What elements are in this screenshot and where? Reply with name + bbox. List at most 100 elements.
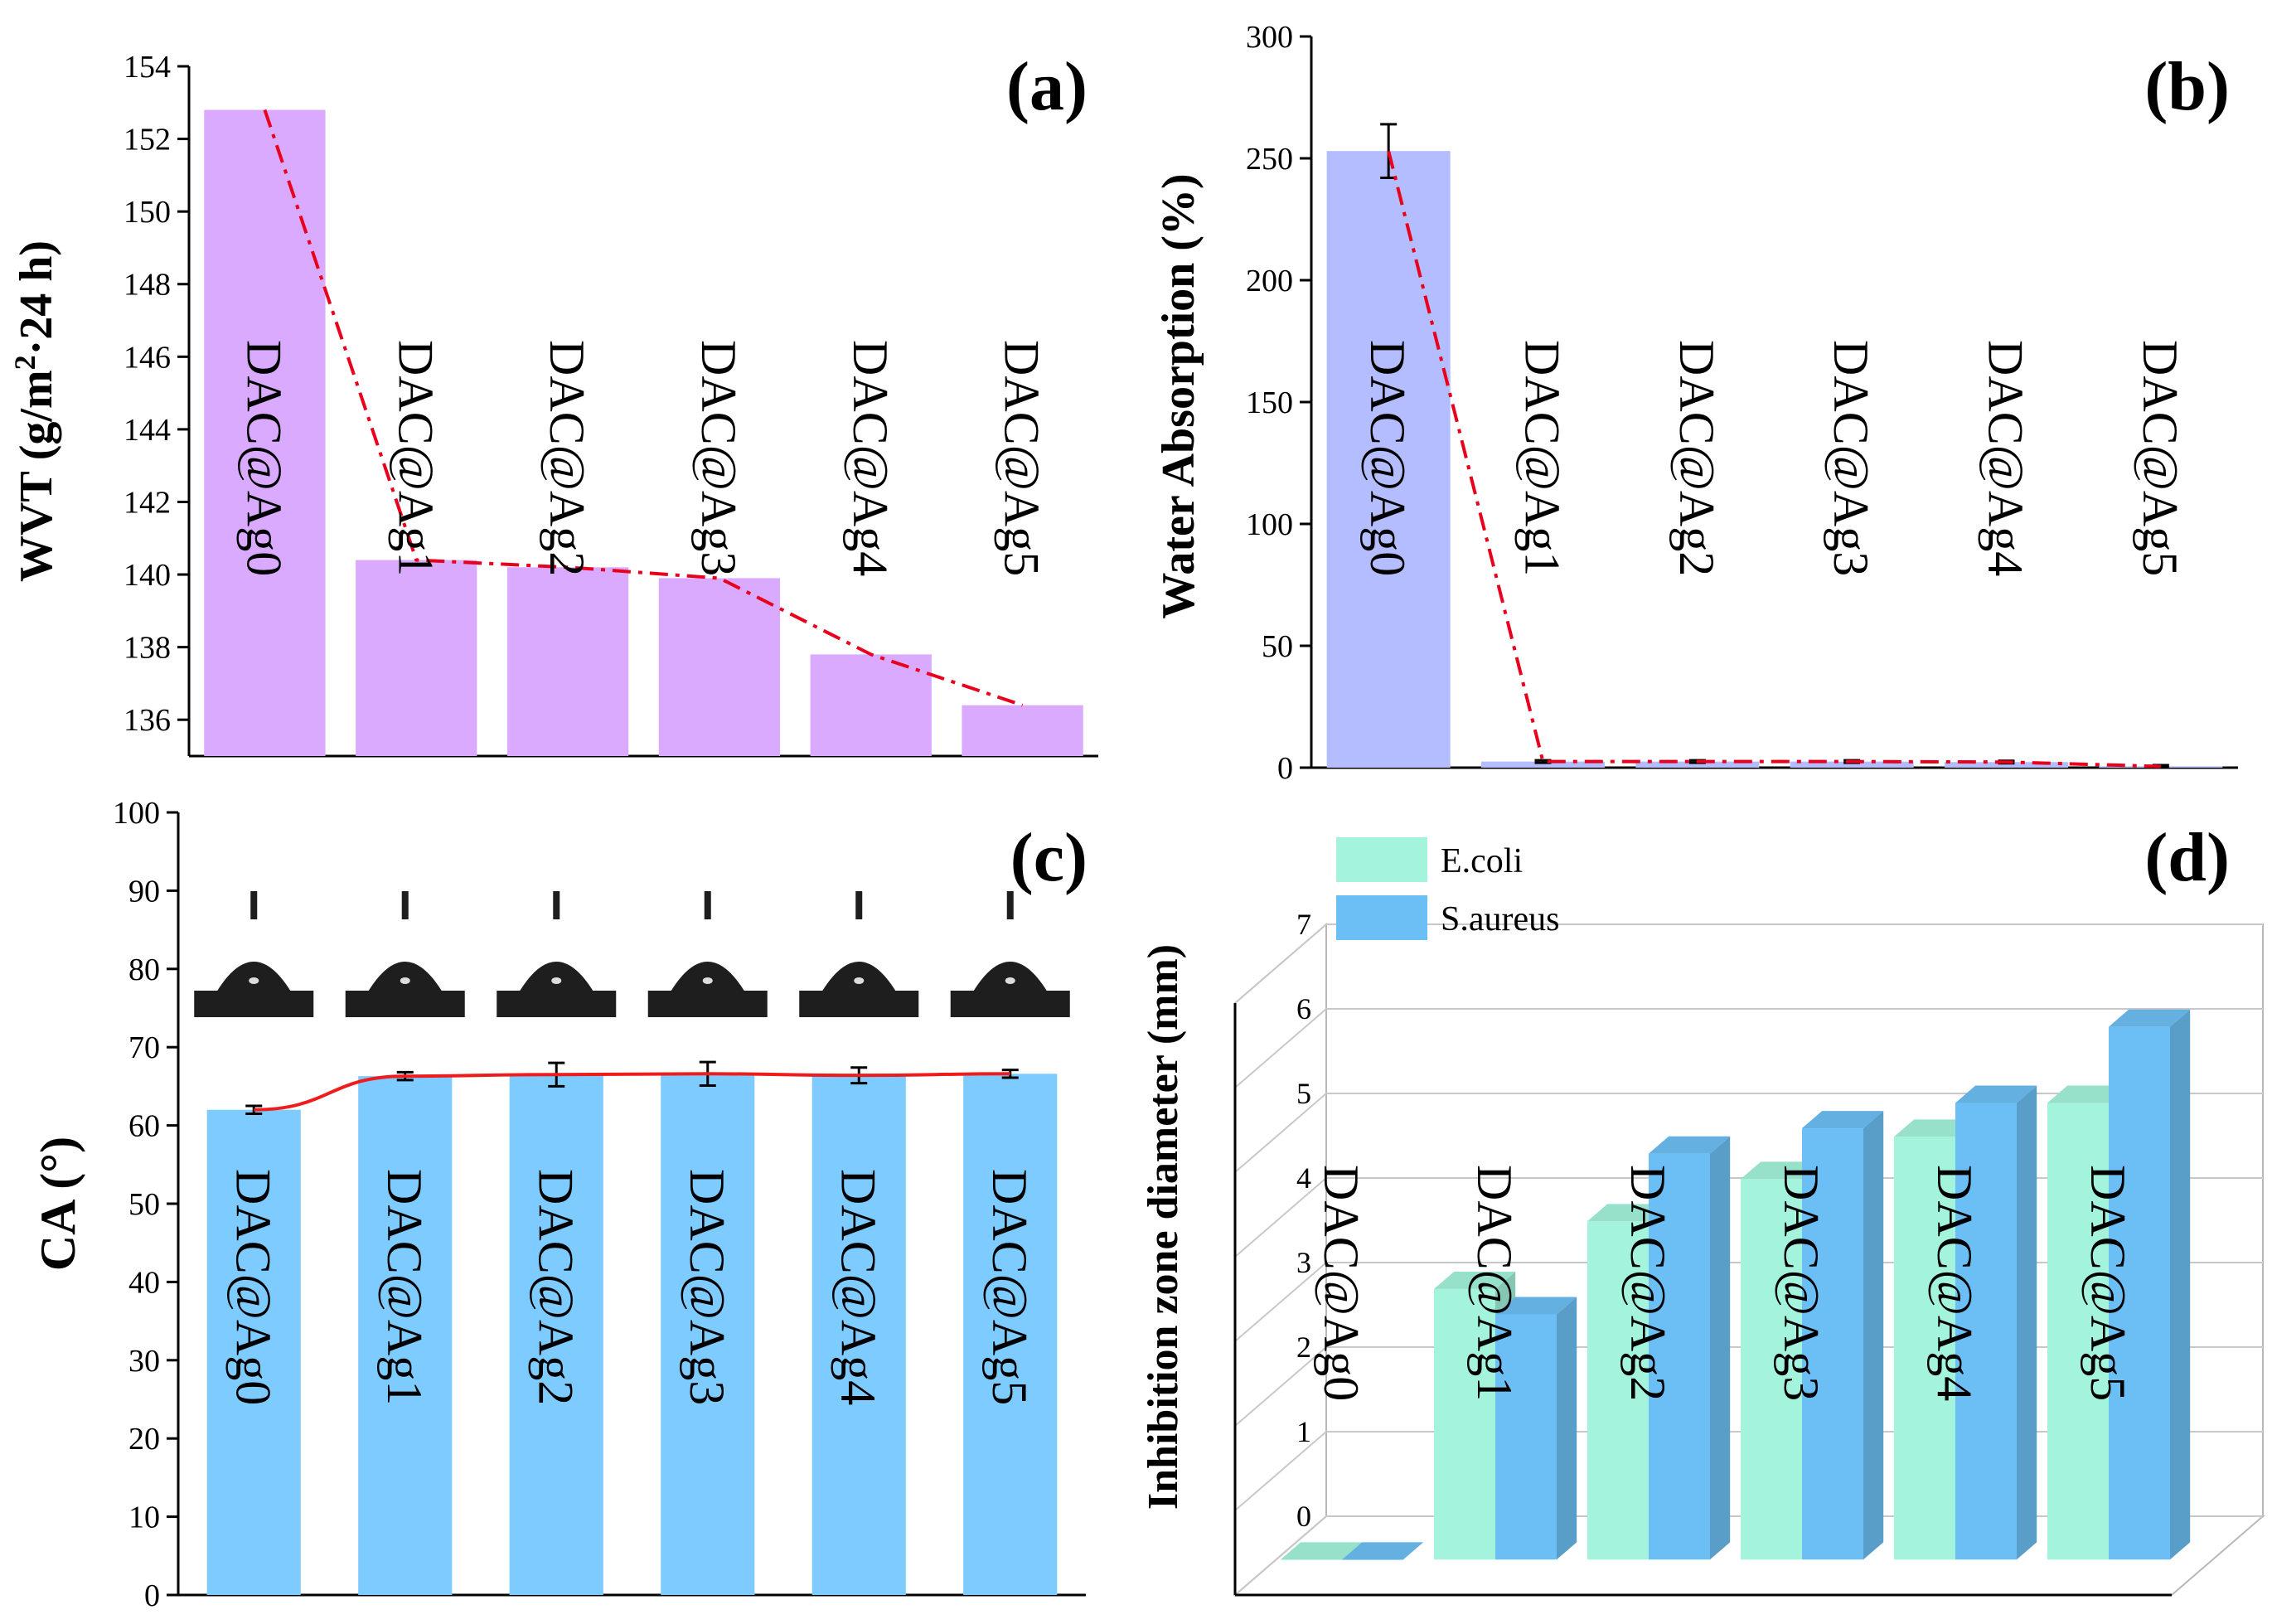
category-label: DAC@Ag3 bbox=[1774, 1165, 1829, 1401]
panel-a-wvt-chart: 136 138 140 142 144 146 148 150 152 154 DAC@Ag0 DAC… bbox=[8, 48, 1098, 758]
y-axis-title-sup: 2 bbox=[8, 355, 41, 370]
category-label: DAC@Ag4 bbox=[1979, 340, 2033, 576]
bar-saureus-DAC@Ag4-front bbox=[1955, 1103, 2017, 1560]
y-tick-label: 80 bbox=[128, 953, 160, 987]
gridline-side bbox=[1234, 1515, 1327, 1596]
bar-saureus-DAC@Ag3-top bbox=[1802, 1111, 1884, 1129]
category-label: DAC@Ag1 bbox=[377, 1169, 432, 1405]
needle-icon bbox=[855, 891, 863, 919]
photo-substrate bbox=[497, 991, 617, 1017]
bar-DAC@Ag5 bbox=[963, 1074, 1058, 1595]
contact-angle-photo bbox=[194, 891, 314, 1017]
y-tick-label: 50 bbox=[128, 1187, 160, 1222]
bar-ecoli-DAC@Ag1-front bbox=[1434, 1288, 1495, 1560]
gridline-side bbox=[1234, 1177, 1327, 1258]
category-label: DAC@Ag0 bbox=[1314, 1165, 1369, 1401]
bar-saureus-DAC@Ag5-side bbox=[2170, 1009, 2191, 1560]
y-tick-label: 90 bbox=[128, 874, 160, 909]
bar-DAC@Ag3 bbox=[658, 578, 781, 756]
legend-swatch-ecoli bbox=[1336, 837, 1427, 882]
bar-DAC@Ag0 bbox=[204, 109, 326, 756]
y-tick-label: 4 bbox=[1296, 1161, 1311, 1195]
y-tick-label: 2 bbox=[1296, 1331, 1311, 1364]
bar-ecoli-DAC@Ag3-front bbox=[1741, 1179, 1802, 1560]
y-axis-title: Water Absorption (%) bbox=[1153, 173, 1204, 618]
bar-DAC@Ag1 bbox=[1480, 761, 1606, 768]
y-tick-label: 300 bbox=[1246, 20, 1293, 55]
droplet-shape bbox=[368, 962, 442, 991]
bar-ecoli-DAC@Ag2-front bbox=[1587, 1221, 1649, 1560]
panel-c-contact-angle-chart: 0 10 20 30 40 50 60 70 80 90 100 DAC@Ag0 DAC@Ag1 DAC@… bbox=[31, 796, 1088, 1613]
bar-ecoli-DAC@Ag0-front bbox=[1281, 1559, 1342, 1560]
y-tick-label: 142 bbox=[124, 485, 171, 520]
category-label: DAC@Ag3 bbox=[680, 1169, 734, 1405]
contact-angle-photo bbox=[497, 891, 617, 1017]
bar-ecoli-DAC@Ag4-top bbox=[1894, 1119, 1976, 1137]
y-axis-title: Inhibition zone diameter (mm) bbox=[1140, 944, 1187, 1510]
category-label: DAC@Ag2 bbox=[1669, 340, 1724, 576]
bar-DAC@Ag4 bbox=[1944, 762, 2069, 768]
droplet-shape bbox=[671, 962, 744, 991]
y-axis-title: WVT (g/m2·24 h) bbox=[8, 240, 62, 582]
y-tick-label: 6 bbox=[1296, 992, 1311, 1025]
y-tick-label: 50 bbox=[1262, 629, 1293, 664]
bar-saureus-DAC@Ag0-front bbox=[1342, 1559, 1403, 1560]
droplet-highlight bbox=[551, 977, 562, 984]
bar-saureus-DAC@Ag3-front bbox=[1802, 1128, 1863, 1560]
y-tick-label: 250 bbox=[1246, 142, 1293, 177]
contact-angle-photo bbox=[345, 891, 465, 1017]
bar-DAC@Ag5 bbox=[962, 705, 1083, 756]
category-label: DAC@Ag4 bbox=[1927, 1165, 1982, 1401]
trend-line bbox=[254, 1072, 1010, 1112]
y-tick-label: 3 bbox=[1296, 1246, 1311, 1279]
legend-label-ecoli: E.coli bbox=[1441, 842, 1523, 880]
bar-saureus-DAC@Ag0-top bbox=[1342, 1542, 1424, 1560]
gridline-side bbox=[1234, 1431, 1327, 1511]
y-tick-label: 70 bbox=[128, 1030, 160, 1065]
y-tick-label: 100 bbox=[113, 796, 160, 831]
y-axis-title-tail: ·24 h) bbox=[11, 240, 62, 355]
panel-label-b: (b) bbox=[2144, 48, 2230, 125]
bar-saureus-DAC@Ag2-front bbox=[1649, 1153, 1710, 1560]
y-tick-label: 138 bbox=[124, 631, 171, 666]
category-label: DAC@Ag5 bbox=[2133, 340, 2187, 576]
droplet-shape bbox=[973, 962, 1047, 991]
bar-saureus-DAC@Ag5-front bbox=[2109, 1026, 2170, 1560]
panel-d-inhibition-zone-chart: 0 1 2 3 4 5 6 7 DAC@Ag0 DAC@Ag1 DAC@Ag2 DAC@Ag3 DAC@… bbox=[1140, 819, 2265, 1597]
y-tick-label: 146 bbox=[124, 340, 171, 375]
category-label: DAC@Ag2 bbox=[1620, 1165, 1675, 1401]
bar-ecoli-DAC@Ag3-top bbox=[1741, 1161, 1823, 1180]
category-label: DAC@Ag4 bbox=[831, 1169, 885, 1405]
y-tick-label: 40 bbox=[128, 1265, 160, 1300]
bar-saureus-DAC@Ag1-top bbox=[1495, 1297, 1577, 1315]
y-axis-title: CA (°) bbox=[31, 1137, 85, 1271]
bar-ecoli-DAC@Ag0-top bbox=[1281, 1542, 1363, 1560]
category-label: DAC@Ag0 bbox=[1360, 340, 1415, 576]
photo-substrate bbox=[950, 991, 1070, 1017]
legend-label-saureus: S.aureus bbox=[1441, 900, 1559, 938]
needle-icon bbox=[553, 891, 560, 919]
category-label: DAC@Ag0 bbox=[236, 340, 291, 576]
panel-label-a: (a) bbox=[1006, 48, 1088, 125]
gridline-side bbox=[1234, 1093, 1327, 1173]
y-tick-label: 0 bbox=[144, 1578, 160, 1613]
y-tick-label: 100 bbox=[1246, 507, 1293, 542]
bar-DAC@Ag1 bbox=[356, 560, 477, 756]
y-tick-label: 150 bbox=[124, 195, 171, 230]
needle-icon bbox=[401, 891, 409, 919]
bar-saureus-DAC@Ag5-top bbox=[2109, 1009, 2191, 1027]
trend-line bbox=[263, 109, 1024, 707]
trend-line bbox=[1387, 150, 2161, 768]
photo-substrate bbox=[194, 991, 314, 1017]
bar-DAC@Ag2 bbox=[509, 1074, 603, 1595]
droplet-highlight bbox=[249, 977, 259, 984]
y-tick-label: 200 bbox=[1246, 264, 1293, 298]
category-label: DAC@Ag3 bbox=[1824, 340, 1878, 576]
category-label: DAC@Ag0 bbox=[225, 1169, 280, 1405]
needle-icon bbox=[1006, 891, 1014, 919]
y-axis-title-main: WVT (g/m bbox=[11, 370, 62, 582]
y-tick-label: 152 bbox=[124, 123, 171, 158]
gridline-side bbox=[1234, 1346, 1327, 1427]
panel-label-c: (c) bbox=[1010, 819, 1088, 896]
category-label: DAC@Ag1 bbox=[388, 340, 443, 576]
